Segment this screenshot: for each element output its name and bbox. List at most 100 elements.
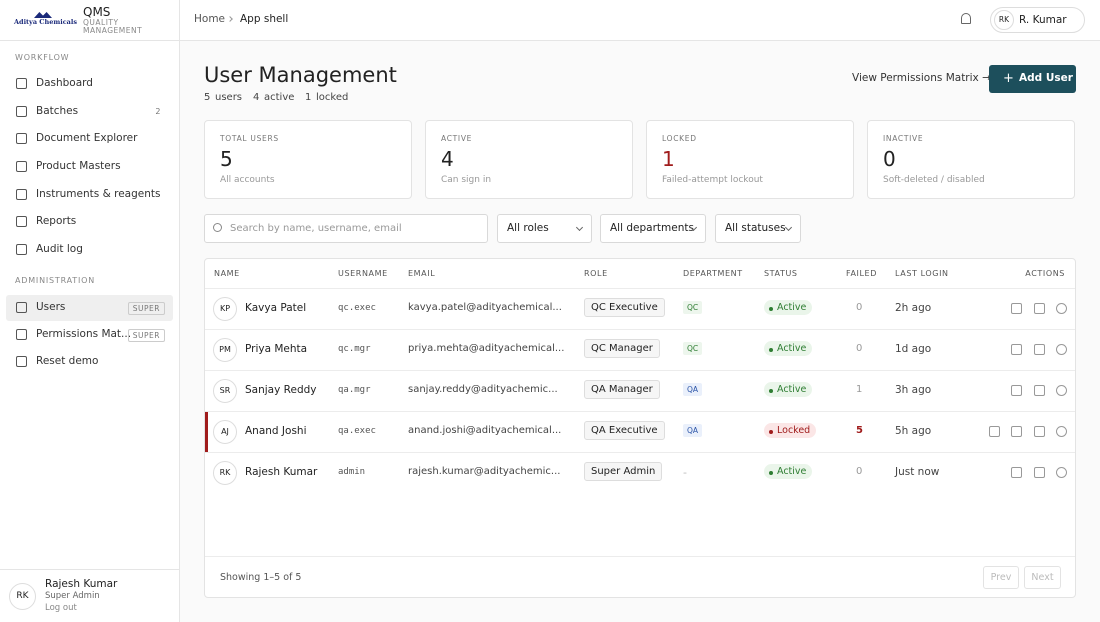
stat-card: TOTAL USERS 5 All accounts <box>204 120 412 199</box>
user-name: Rajesh Kumar <box>45 578 118 590</box>
next-button[interactable]: Next <box>1024 566 1061 589</box>
nav-item[interactable]: Audit log <box>6 237 173 263</box>
nav-label: Document Explorer <box>36 132 138 144</box>
stat-value: 5 <box>220 147 233 171</box>
bell[interactable] <box>961 13 971 24</box>
action-icon[interactable] <box>1056 426 1067 437</box>
last-login: Just now <box>895 466 940 478</box>
stat-note: All accounts <box>220 175 275 185</box>
email: sanjay.reddy@adityachemic... <box>408 384 558 395</box>
stat-label: LOCKED <box>662 134 697 143</box>
summary-value: 1 <box>305 92 312 103</box>
filter-select[interactable]: All roles <box>497 214 592 243</box>
column-header: USERNAME <box>338 269 388 278</box>
summary-label: locked <box>316 92 349 103</box>
filter-select[interactable]: All departments <box>600 214 706 243</box>
breadcrumb-sep <box>227 16 233 22</box>
permissions-link[interactable]: View Permissions Matrix → <box>852 72 991 84</box>
status-dot <box>769 389 773 393</box>
nav-label: Permissions Mat... <box>36 328 132 340</box>
users-table: NAME USERNAME EMAIL ROLE DEPARTMENT STATUS FAI… <box>204 258 1076 598</box>
email: anand.joshi@adityachemical... <box>408 425 562 436</box>
username: qc.mgr <box>338 344 371 354</box>
avatar: AJ <box>213 420 237 444</box>
nav-icon <box>16 244 27 255</box>
action-icon[interactable] <box>988 426 1000 437</box>
username: qa.mgr <box>338 385 371 395</box>
prev-button[interactable]: Prev <box>983 566 1019 589</box>
avatar: RK <box>213 461 237 485</box>
action-icon[interactable] <box>1056 303 1067 314</box>
last-login: 3h ago <box>895 384 932 396</box>
department-badge: QC <box>683 301 703 314</box>
nav-icon <box>16 133 27 144</box>
status-badge: Active <box>764 382 813 397</box>
action-icon[interactable] <box>1033 344 1045 355</box>
action-icon[interactable] <box>1056 344 1067 355</box>
summary-value: 5 <box>204 92 211 103</box>
breadcrumb[interactable]: Home <box>194 13 226 25</box>
nav-icon <box>16 161 27 172</box>
user-menu[interactable]: RK R. Kumar <box>990 7 1085 33</box>
nav-label: Batches <box>36 105 79 117</box>
stat-label: TOTAL USERS <box>220 134 279 143</box>
username: qc.exec <box>338 303 376 313</box>
action-icon[interactable] <box>1033 303 1045 314</box>
action-icon[interactable] <box>1033 385 1045 396</box>
department-badge: QA <box>683 383 703 396</box>
stat-label: ACTIVE <box>441 134 473 143</box>
user-name: Kavya Patel <box>245 302 307 314</box>
footer-divider <box>205 556 1075 557</box>
nav-item[interactable]: Dashboard <box>6 71 173 97</box>
username: qa.exec <box>338 426 376 436</box>
action-icon[interactable] <box>1011 303 1022 314</box>
action-icon[interactable] <box>1011 385 1022 396</box>
search-input[interactable]: Search by name, username, email <box>204 214 488 243</box>
plus-icon: + <box>1003 71 1014 86</box>
nav-badge: SUPER <box>127 302 165 315</box>
nav-item[interactable]: Users SUPER <box>6 295 173 321</box>
add-user-button[interactable]: + Add User <box>989 65 1076 93</box>
nav-item[interactable]: Reports <box>6 209 173 235</box>
user-name: Rajesh Kumar <box>245 466 318 478</box>
nav-item[interactable]: Permissions Mat... SUPER <box>6 322 173 348</box>
nav-icon <box>16 356 27 367</box>
role-pill: Super Admin <box>584 462 663 481</box>
status-dot <box>769 430 773 434</box>
avatar: PM <box>213 338 237 362</box>
status-badge: Active <box>764 464 813 479</box>
column-header: STATUS <box>764 269 798 278</box>
action-icon[interactable] <box>1011 426 1022 437</box>
stat-card: LOCKED 1 Failed-attempt lockout <box>646 120 854 199</box>
status-dot <box>769 471 773 475</box>
column-header: EMAIL <box>408 269 436 278</box>
status-badge: Active <box>764 341 813 356</box>
role-pill: QC Manager <box>584 339 660 358</box>
nav-item[interactable]: Instruments & reagents <box>6 182 173 208</box>
divider <box>0 569 179 570</box>
column-header: ACTIONS <box>1025 269 1065 278</box>
action-icon[interactable] <box>1033 467 1045 478</box>
email: rajesh.kumar@adityachemic... <box>408 466 561 477</box>
nav-item[interactable]: Document Explorer <box>6 126 173 152</box>
filter-select[interactable]: All statuses <box>715 214 801 243</box>
logo-mark <box>34 12 52 18</box>
action-icon[interactable] <box>1011 344 1022 355</box>
nav-item[interactable]: Batches 2 <box>6 99 173 125</box>
nav-item[interactable]: Reset demo <box>6 349 173 375</box>
nav-badge: SUPER <box>127 329 165 342</box>
section-title: ADMINISTRATION <box>15 276 96 285</box>
user-role: Super Admin <box>45 591 100 601</box>
status-text: Active <box>777 343 807 354</box>
nav-item[interactable]: Product Masters <box>6 154 173 180</box>
search-icon <box>213 223 222 232</box>
action-icon[interactable] <box>1056 467 1067 478</box>
action-icon[interactable] <box>1033 426 1045 437</box>
status-dot <box>769 348 773 352</box>
email: kavya.patel@adityachemical... <box>408 302 562 313</box>
user-avatar: RK <box>994 10 1014 30</box>
logout[interactable]: Log out <box>45 603 77 613</box>
action-icon[interactable] <box>1011 467 1022 478</box>
summary-value: 4 <box>253 92 260 103</box>
action-icon[interactable] <box>1056 385 1067 396</box>
